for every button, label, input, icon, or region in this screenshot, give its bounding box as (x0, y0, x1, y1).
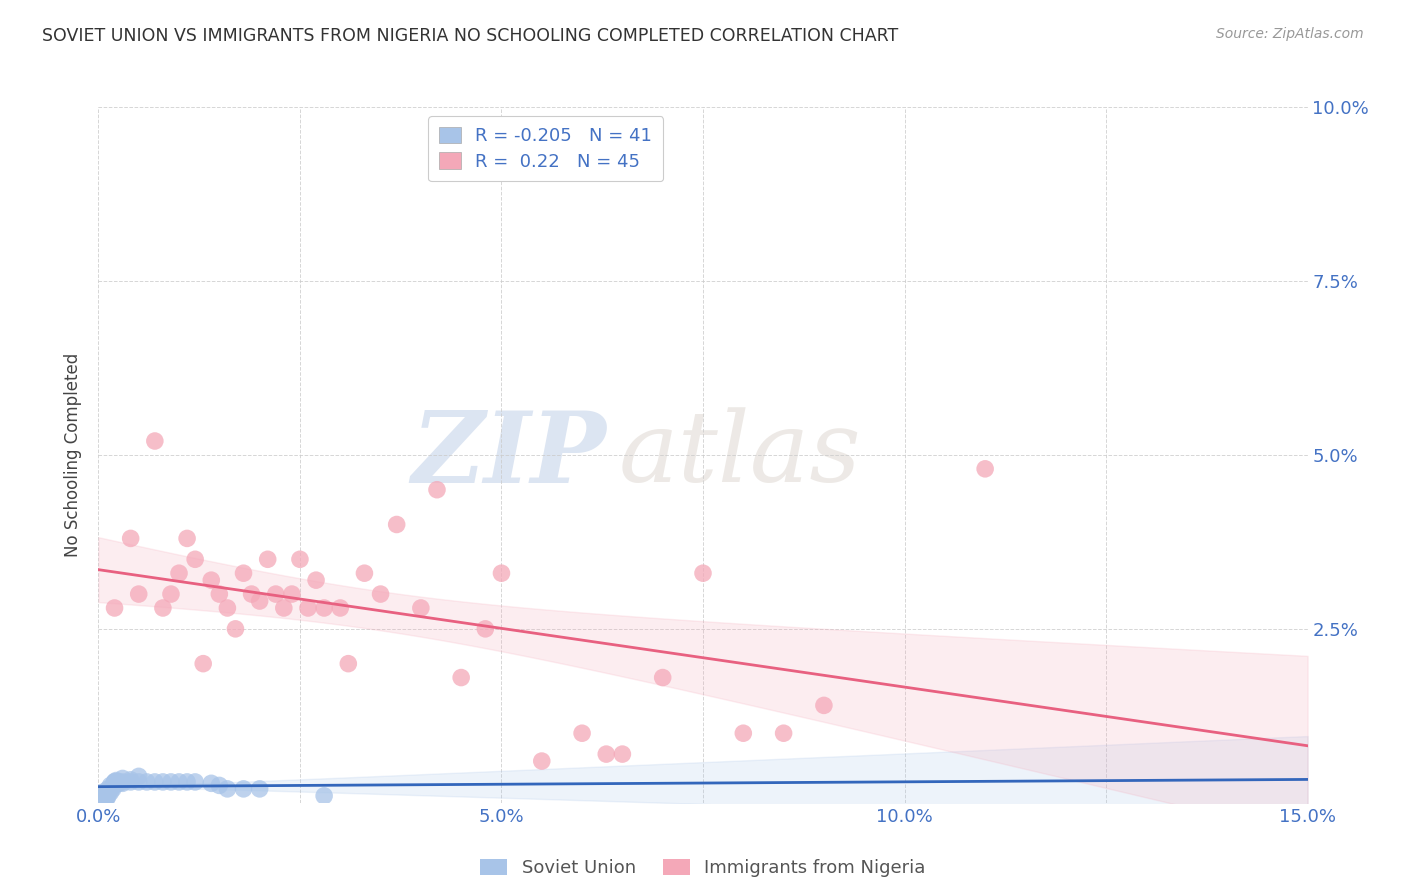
Point (128, 769, 150, 783)
Point (530, 754, 553, 768)
Point (651, 671, 673, 685)
Point (281, 587, 304, 601)
Point (100, 781, 122, 796)
Point (612, 747, 634, 761)
Point (105, 775, 128, 789)
Point (224, 622, 246, 636)
Point (385, 517, 408, 532)
Point (120, 775, 142, 789)
Point (200, 573, 222, 587)
Point (96, 789, 118, 803)
Point (200, 776, 222, 790)
Point (297, 601, 319, 615)
Point (160, 775, 183, 789)
Point (273, 601, 295, 615)
Y-axis label: No Schooling Completed: No Schooling Completed (65, 353, 83, 557)
Point (101, 781, 124, 796)
Point (491, 566, 513, 581)
Point (249, 781, 271, 796)
Point (105, 773, 128, 788)
Point (103, 601, 125, 615)
Text: Source: ZipAtlas.com: Source: ZipAtlas.com (1216, 27, 1364, 41)
Point (143, 775, 166, 789)
Point (103, 775, 125, 789)
Point (111, 775, 134, 789)
Point (96, 792, 118, 806)
Point (474, 622, 496, 636)
Point (107, 775, 129, 789)
Point (337, 657, 360, 671)
Point (100, 785, 122, 799)
Point (370, 587, 392, 601)
Point (305, 573, 328, 587)
Point (232, 781, 254, 796)
Point (314, 789, 336, 803)
Point (450, 671, 472, 685)
Point (100, 778, 122, 792)
Point (353, 566, 375, 581)
Point (264, 587, 287, 601)
Point (813, 698, 835, 713)
Point (160, 587, 183, 601)
Point (103, 776, 125, 790)
Point (217, 601, 239, 615)
Point (94, 789, 117, 803)
Point (426, 483, 449, 497)
Point (193, 657, 215, 671)
Point (409, 601, 432, 615)
Point (111, 776, 134, 790)
Point (184, 552, 207, 566)
Point (329, 601, 352, 615)
Point (103, 775, 125, 789)
Point (692, 566, 714, 581)
Point (217, 781, 239, 796)
Point (240, 587, 263, 601)
Text: ZIP: ZIP (412, 407, 606, 503)
Point (107, 776, 129, 790)
Point (97, 789, 120, 803)
Point (167, 775, 190, 789)
Point (208, 778, 231, 792)
Point (103, 778, 125, 792)
Point (120, 772, 142, 787)
Point (208, 587, 231, 601)
Point (288, 552, 311, 566)
Text: atlas: atlas (619, 408, 860, 502)
Point (111, 772, 134, 786)
Point (733, 726, 755, 740)
Point (128, 775, 150, 789)
Point (176, 532, 198, 546)
Point (772, 726, 794, 740)
Point (128, 587, 150, 601)
Point (152, 775, 174, 789)
Point (595, 747, 617, 761)
Point (152, 601, 174, 615)
Text: SOVIET UNION VS IMMIGRANTS FROM NIGERIA NO SCHOOLING COMPLETED CORRELATION CHART: SOVIET UNION VS IMMIGRANTS FROM NIGERIA … (42, 27, 898, 45)
Point (571, 726, 593, 740)
Point (249, 594, 271, 608)
Point (143, 434, 166, 448)
Point (96, 790, 118, 805)
Point (184, 775, 207, 789)
Point (176, 775, 198, 789)
Point (97, 781, 120, 796)
Point (974, 462, 997, 476)
Point (232, 566, 254, 581)
Point (91, 785, 114, 799)
Point (256, 552, 278, 566)
Legend: Soviet Union, Immigrants from Nigeria: Soviet Union, Immigrants from Nigeria (472, 852, 934, 884)
Point (167, 566, 190, 581)
Point (91, 789, 114, 803)
Point (96, 789, 118, 803)
Point (120, 532, 142, 546)
Point (314, 601, 336, 615)
Point (135, 775, 157, 789)
